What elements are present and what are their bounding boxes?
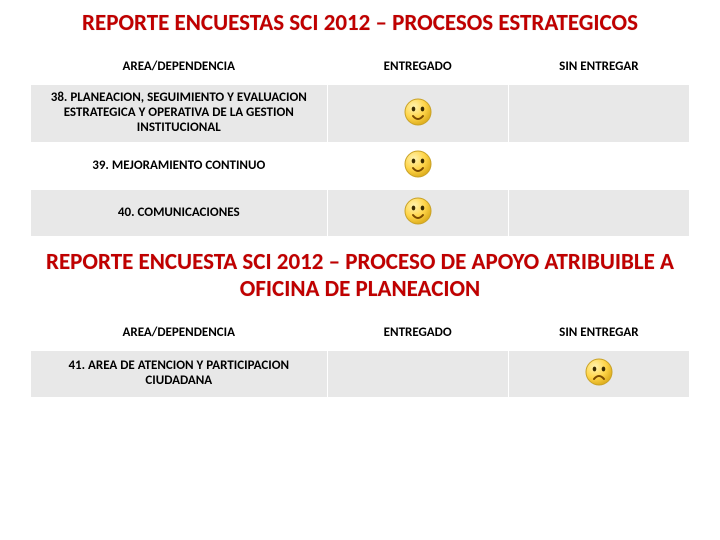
entregado-cell — [327, 143, 508, 190]
col-header-entregado: ENTREGADO — [327, 315, 508, 351]
col-header-area: AREA/DEPENDENCIA — [31, 49, 328, 85]
col-header-sin: SIN ENTREGAR — [508, 315, 689, 351]
smiley-happy-icon — [403, 97, 433, 131]
col-header-area: AREA/DEPENDENCIA — [31, 315, 328, 351]
table-2-header-row: AREA/DEPENDENCIA ENTREGADO SIN ENTREGAR — [31, 315, 690, 351]
col-header-sin: SIN ENTREGAR — [508, 49, 689, 85]
entregado-cell — [327, 351, 508, 398]
table-1-header-row: AREA/DEPENDENCIA ENTREGADO SIN ENTREGAR — [31, 49, 690, 85]
col-header-entregado: ENTREGADO — [327, 49, 508, 85]
smiley-happy-icon — [403, 196, 433, 230]
area-cell: 40. COMUNICACIONES — [31, 190, 328, 237]
entregado-cell — [327, 85, 508, 143]
sin-cell — [508, 85, 689, 143]
smiley-happy-icon — [403, 149, 433, 183]
entregado-cell — [327, 190, 508, 237]
table-row: 38. PLANEACION, SEGUIMIENTO Y EVALUACION… — [31, 85, 690, 143]
sin-cell — [508, 190, 689, 237]
area-cell: 38. PLANEACION, SEGUIMIENTO Y EVALUACION… — [31, 85, 328, 143]
table-1: AREA/DEPENDENCIA ENTREGADO SIN ENTREGAR … — [30, 48, 690, 237]
table-row: 39. MEJORAMIENTO CONTINUO — [31, 143, 690, 190]
area-cell: 39. MEJORAMIENTO CONTINUO — [31, 143, 328, 190]
table-row: 40. COMUNICACIONES — [31, 190, 690, 237]
table-2: AREA/DEPENDENCIA ENTREGADO SIN ENTREGAR … — [30, 314, 690, 398]
section2-title: REPORTE ENCUESTA SCI 2012 – PROCESO DE A… — [0, 239, 720, 308]
smiley-sad-icon — [584, 357, 614, 391]
sin-cell — [508, 143, 689, 190]
area-cell: 41. AREA DE ATENCION Y PARTICIPACION CIU… — [31, 351, 328, 398]
table-row: 41. AREA DE ATENCION Y PARTICIPACION CIU… — [31, 351, 690, 398]
section1-title: REPORTE ENCUESTAS SCI 2012 – PROCESOS ES… — [0, 0, 720, 42]
sin-cell — [508, 351, 689, 398]
